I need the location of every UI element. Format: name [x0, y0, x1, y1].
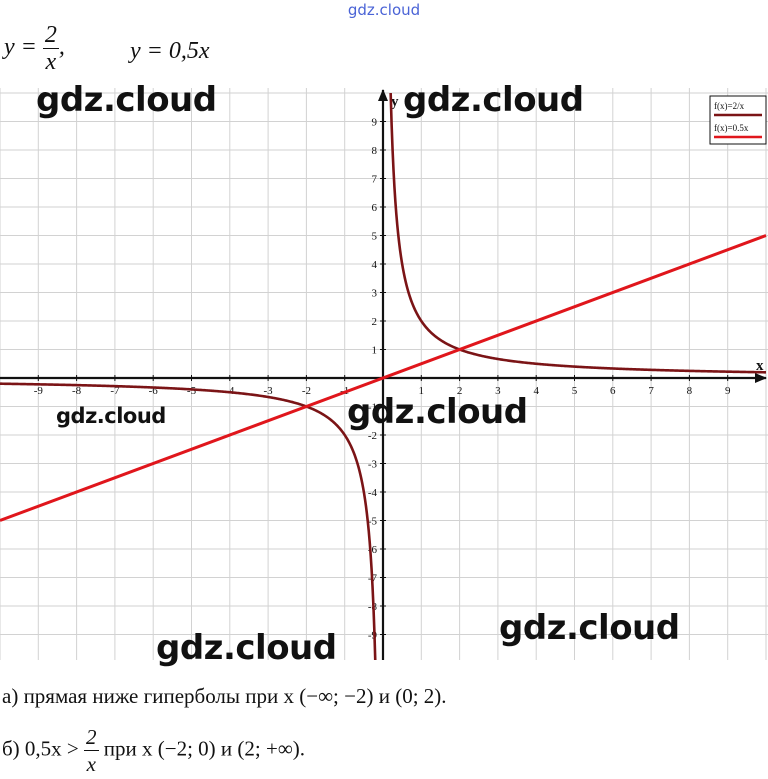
x-tick-label: 7 — [648, 385, 654, 397]
x-tick-label: 8 — [687, 385, 693, 397]
y-tick-label: 1 — [372, 345, 378, 357]
x-tick-label: -7 — [110, 385, 120, 397]
y-tick-label: 3 — [372, 288, 378, 300]
x-tick-label: -3 — [264, 385, 274, 397]
x-tick-label: -6 — [149, 385, 159, 397]
x-tick-label: 1 — [419, 385, 425, 397]
hyperbola-branch-left — [0, 382, 377, 660]
y-axis-arrow — [378, 89, 388, 101]
x-tick-label: 3 — [495, 385, 501, 397]
x-tick-label: -8 — [72, 385, 82, 397]
x-tick-label: 4 — [533, 385, 539, 397]
y-tick-label: 7 — [372, 174, 378, 186]
y-tick-label: 8 — [372, 145, 378, 157]
watermark: gdz.cloud — [156, 628, 337, 668]
equation-hyperbola: y = 2 x , — [4, 22, 65, 75]
y-tick-label: 6 — [372, 202, 378, 214]
y-tick-label: 5 — [372, 231, 378, 243]
y-tick-label: 2 — [372, 316, 378, 328]
watermark-top: gdz.cloud — [347, 1, 421, 19]
x-tick-label: 2 — [457, 385, 463, 397]
equation-line: y = 0,5x — [130, 38, 210, 64]
y-tick-label: -5 — [368, 516, 378, 528]
fraction-numerator: 2 — [42, 22, 59, 49]
x-tick-label: 6 — [610, 385, 616, 397]
line-series — [0, 234, 767, 522]
x-axis-arrow — [755, 373, 767, 383]
equation-lhs: y = — [4, 34, 37, 61]
chart-series — [0, 92, 767, 660]
equation-separator: , — [58, 34, 65, 61]
y-tick-label: -9 — [368, 630, 378, 642]
fraction-denominator: x — [86, 752, 96, 776]
answer-b: б) 0,5x > 2 x при x (−2; 0) и (2; +∞). — [2, 724, 305, 777]
y-tick-label: 9 — [372, 117, 378, 129]
answer-b-inequality: б) 0,5x > — [2, 736, 79, 761]
answer-b-intervals: при x (−2; 0) и (2; +∞). — [103, 736, 306, 761]
answer-a: а) прямая ниже гиперболы при x (−∞; −2) … — [2, 684, 447, 708]
x-tick-label: 5 — [572, 385, 578, 397]
y-tick-label: -2 — [368, 430, 377, 442]
x-tick-label: -9 — [34, 385, 44, 397]
y-axis-label: y — [391, 94, 399, 110]
equation-fraction: 2 x — [42, 22, 59, 75]
x-tick-label: -5 — [187, 385, 197, 397]
function-chart: x y -9 -8 -7 -6 -5 -4 -3 -2 -1 1 2 3 4 5 6 7 8 9 9 8 7 6 5 4 3 2 1 -… — [0, 88, 768, 660]
x-tick-label: 9 — [725, 385, 731, 397]
y-tick-label: -6 — [368, 544, 378, 556]
hyperbola-branch-right — [389, 92, 767, 374]
y-tick-label: -4 — [368, 487, 378, 499]
watermark: gdz.cloud — [347, 392, 528, 432]
watermark: gdz.cloud — [36, 80, 217, 120]
y-tick-label: 4 — [372, 259, 378, 271]
answer-b-fraction: 2 x — [84, 724, 99, 777]
y-tick-label: -3 — [368, 459, 378, 471]
y-tick-label: -1 — [368, 402, 377, 414]
fraction-denominator: x — [45, 49, 57, 75]
x-axis-label: x — [756, 358, 764, 374]
watermark: gdz.cloud — [403, 80, 584, 120]
legend-entry-label: f(x)=2/x — [714, 101, 745, 111]
watermark: gdz.cloud — [499, 608, 680, 648]
chart-legend: f(x)=2/x f(x)=0.5x — [709, 95, 767, 145]
x-tick-label: -2 — [302, 385, 311, 397]
fraction-numerator: 2 — [84, 725, 99, 751]
watermark: gdz.cloud — [56, 404, 166, 428]
legend-entry-label: f(x)=0.5x — [714, 123, 749, 133]
